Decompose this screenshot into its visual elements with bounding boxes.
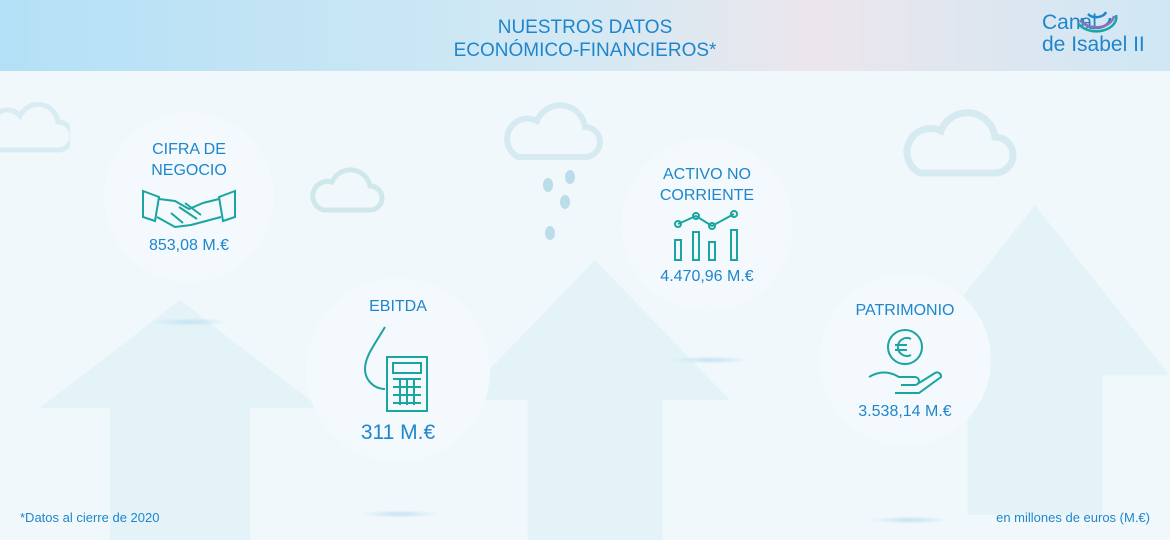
units-note: en millones de euros (M.€) [996,510,1150,525]
metric-activo-no-corriente: ACTIVO NO CORRIENTE 4.470,96 M.€ [600,118,814,332]
metric-label: CIFRA DE NEGOCIO [151,141,227,179]
header: NUESTROS DATOS ECONÓMICO-FINANCIEROS* Can… [0,0,1170,71]
metric-label: PATRIMONIO [855,301,955,319]
cloud-icon [903,109,1017,177]
footnote: *Datos al cierre de 2020 [20,510,160,525]
metric-label: EBITDA [369,297,427,315]
logo: Canal de Isabel II [1042,11,1145,56]
cloud-icon [0,101,70,153]
arrow-decoration [40,300,320,540]
cloud-icon [310,167,385,213]
metric-value: 853,08 M.€ [148,237,230,254]
euro-hand-icon [868,328,943,394]
drop-calculator-icon [363,325,428,412]
metric-value: 311 M.€ [360,420,436,444]
metric-value: 3.538,14 M.€ [858,402,952,420]
metric-patrimonio: PATRIMONIO 3.538,14 M.€ [797,252,1013,468]
logo-waves-icon [1078,11,1118,33]
handshake-icon [142,189,236,229]
line-bar-chart-icon [674,210,738,261]
metric-label: ACTIVO NO CORRIENTE [659,166,755,204]
page-title: NUESTROS DATOS ECONÓMICO-FINANCIEROS* [453,17,717,61]
rain-cloud-icon [504,102,603,240]
metric-value: 4.470,96 M.€ [660,268,754,285]
metric-ebitda: EBITDA 311 M.€ [283,255,513,485]
metric-cifra-de-negocio: CIFRA DE NEGOCIO 853,08 M.€ [83,91,295,303]
